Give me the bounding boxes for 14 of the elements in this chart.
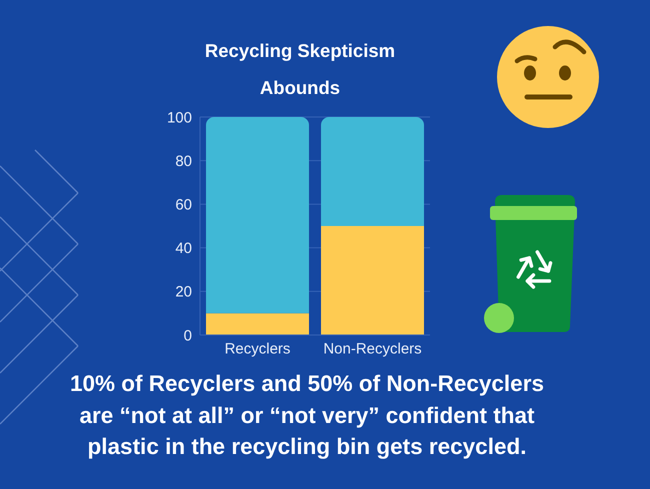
x-tick-label: Recyclers — [224, 340, 290, 358]
chart-title: Recycling Skepticism Abounds — [204, 39, 396, 100]
y-tick-label: 100 — [166, 109, 192, 126]
bar — [321, 226, 424, 335]
bar — [206, 313, 309, 335]
x-tick-label: Non-Recyclers — [323, 340, 422, 358]
bar — [321, 117, 424, 226]
y-tick-label: 60 — [175, 196, 192, 214]
y-tick-label: 20 — [175, 284, 192, 301]
y-tick-label: 80 — [175, 152, 192, 170]
text: 10% of Recyclers and 50% of Non-Recyclers are “not at all” or “not very” confident that plastic in the recycling bin gets recycled. — [69, 370, 545, 461]
y-tick-label: 40 — [175, 240, 192, 258]
y-tick-label: 0 — [184, 327, 192, 344]
bar — [206, 117, 309, 314]
